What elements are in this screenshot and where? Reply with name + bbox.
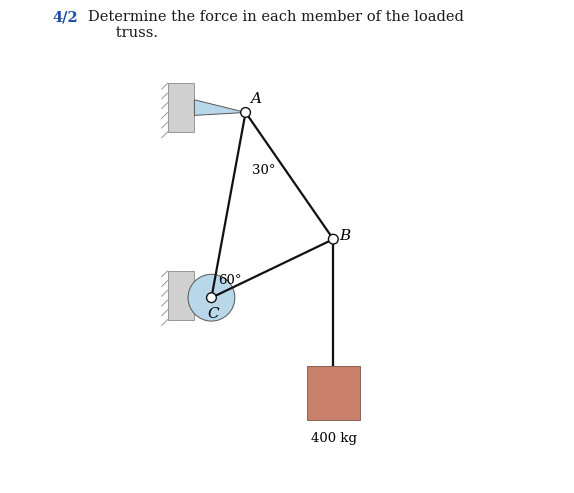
Polygon shape [195,100,246,115]
Circle shape [328,234,338,244]
Circle shape [207,293,216,303]
Text: 400 kg: 400 kg [311,432,357,445]
Text: 30°: 30° [252,165,276,177]
Text: 4/2: 4/2 [52,10,78,24]
Circle shape [188,274,235,321]
Circle shape [241,107,250,117]
Bar [308,366,360,420]
Text: C: C [207,308,219,321]
Text: A: A [250,92,261,106]
Text: B: B [340,229,351,243]
Bar [168,271,195,319]
Text: Determine the force in each member of the loaded
      truss.: Determine the force in each member of th… [88,10,464,40]
Bar [168,83,195,132]
Text: 60°: 60° [218,274,241,287]
